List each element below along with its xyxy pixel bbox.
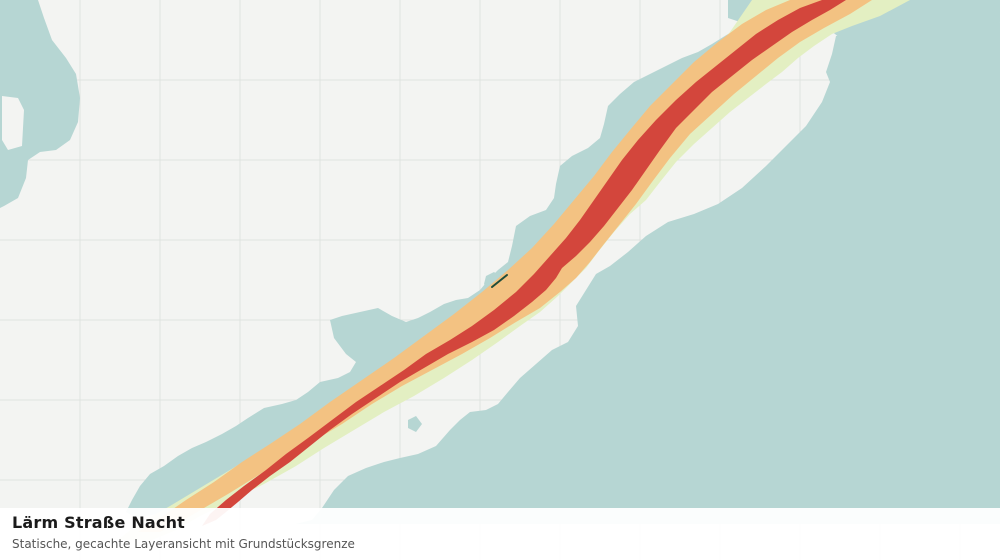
noise-corridor	[118, 0, 910, 540]
noise-band-core	[202, 0, 846, 526]
water-top-left	[0, 0, 80, 208]
parcel-boundary-marker[interactable]	[491, 274, 508, 288]
noise-band-middle	[138, 0, 872, 532]
water-inlet-lower	[408, 416, 422, 432]
water-right-bank	[296, 22, 1000, 524]
layer-title: Lärm Straße Nacht	[12, 513, 186, 532]
water-inlet-right	[534, 398, 546, 430]
layer-caption: Lärm Straße Nacht Statische, gecachte La…	[0, 508, 1000, 560]
parcel-boundary-line	[491, 274, 508, 288]
layer-description: Statische, gecachte Layeransicht mit Gru…	[12, 537, 355, 551]
